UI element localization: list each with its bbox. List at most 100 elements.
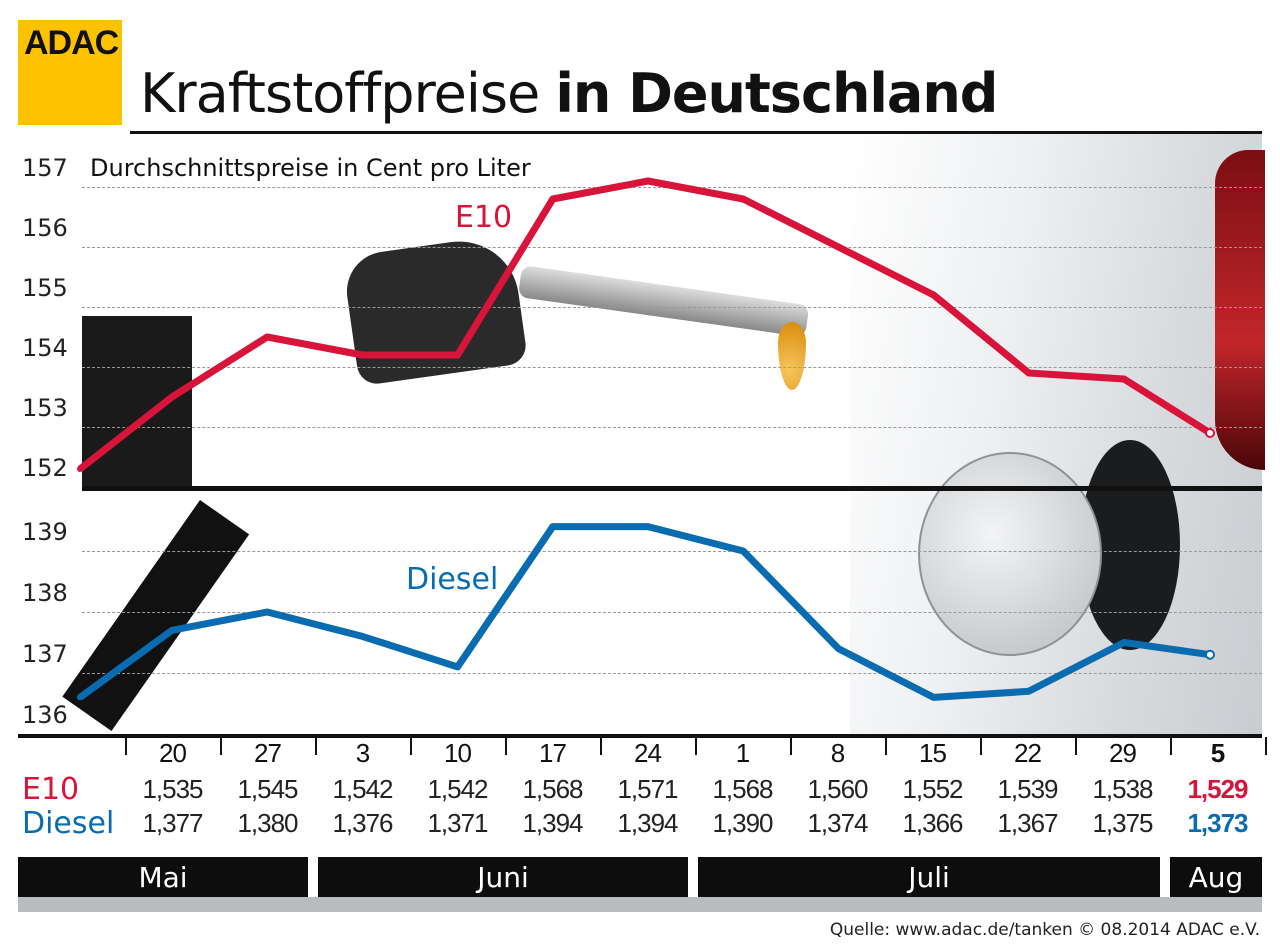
diesel-point bbox=[264, 609, 271, 615]
column-divider bbox=[410, 737, 412, 755]
chart-subtitle: Durchschnittspreise in Cent pro Liter bbox=[90, 154, 531, 182]
gridline bbox=[82, 551, 1262, 552]
series-label-diesel: Diesel bbox=[406, 562, 499, 597]
column-divider bbox=[220, 737, 222, 755]
x-tick-label: 29 bbox=[1109, 738, 1137, 768]
e10-price-cell: 1,542 bbox=[427, 774, 488, 804]
x-tick-label: 22 bbox=[1014, 738, 1042, 768]
gridline bbox=[82, 612, 1262, 613]
x-tick-label: 10 bbox=[444, 738, 472, 768]
e10-point bbox=[169, 394, 175, 400]
e10-price-cell: 1,542 bbox=[332, 774, 393, 804]
e10-price-cell: 1,545 bbox=[237, 774, 298, 804]
y-tick-label: 157 bbox=[22, 154, 68, 182]
e10-point bbox=[740, 196, 747, 202]
axis-break-line bbox=[82, 486, 1262, 491]
title-rule bbox=[130, 131, 1262, 134]
diesel-price-cell: 1,390 bbox=[712, 808, 773, 838]
column-divider bbox=[600, 737, 602, 755]
title-bold: in Deutschland bbox=[555, 62, 998, 125]
adac-logo: ADAC bbox=[18, 20, 122, 125]
x-tick-label: 1 bbox=[735, 738, 750, 768]
gridline bbox=[82, 673, 1262, 674]
x-tick-label: 3 bbox=[355, 738, 370, 768]
y-tick-label: 154 bbox=[22, 334, 68, 362]
column-divider bbox=[315, 737, 317, 755]
diesel-point bbox=[1205, 649, 1215, 660]
diesel-line bbox=[77, 523, 1211, 701]
diesel-price-cell: 1,366 bbox=[902, 808, 963, 838]
e10-price-cell: 1,539 bbox=[997, 774, 1058, 804]
e10-price-cell: 1,538 bbox=[1092, 774, 1153, 804]
e10-line bbox=[77, 177, 1212, 472]
e10-point bbox=[454, 352, 461, 358]
y-tick-label: 136 bbox=[22, 701, 68, 729]
diesel-point bbox=[77, 694, 83, 701]
y-tick-label: 152 bbox=[22, 454, 68, 482]
diesel-point bbox=[454, 663, 461, 670]
diesel-price-cell: 1,374 bbox=[807, 808, 868, 838]
diesel-point bbox=[1025, 688, 1032, 695]
e10-point bbox=[835, 244, 842, 250]
column-divider bbox=[1265, 737, 1267, 755]
e10-price-cell: 1,535 bbox=[142, 774, 203, 804]
diesel-price-cell: 1,376 bbox=[332, 808, 393, 838]
e10-point bbox=[645, 178, 651, 184]
gridline bbox=[82, 307, 1262, 308]
source-credit: Quelle: www.adac.de/tanken © 08.2014 ADA… bbox=[829, 920, 1260, 940]
e10-price-cell: 1,529 bbox=[1187, 774, 1248, 804]
diesel-point bbox=[169, 627, 175, 634]
diesel-point bbox=[645, 523, 651, 530]
gridline bbox=[82, 427, 1262, 428]
x-tick-label: 8 bbox=[830, 738, 845, 768]
diesel-price-cell: 1,377 bbox=[142, 808, 203, 838]
month-mai: Mai bbox=[18, 857, 308, 897]
e10-price-cell: 1,560 bbox=[807, 774, 868, 804]
gridline bbox=[82, 247, 1262, 248]
column-divider bbox=[790, 737, 792, 755]
column-divider bbox=[125, 737, 127, 755]
diesel-price-cell: 1,394 bbox=[617, 808, 678, 838]
car-taillight-image bbox=[1215, 150, 1265, 470]
e10-point bbox=[1121, 376, 1127, 382]
column-divider bbox=[1170, 737, 1172, 755]
y-tick-label: 137 bbox=[22, 640, 68, 668]
row-label-e10: E10 bbox=[22, 772, 80, 807]
e10-point bbox=[359, 352, 366, 358]
column-divider bbox=[505, 737, 507, 755]
y-tick-label: 156 bbox=[22, 214, 68, 242]
e10-price-cell: 1,552 bbox=[902, 774, 963, 804]
e10-point bbox=[264, 334, 271, 340]
x-axis-line bbox=[18, 734, 1262, 738]
y-tick-label: 139 bbox=[22, 518, 68, 546]
gridline bbox=[82, 367, 1262, 368]
e10-price-cell: 1,568 bbox=[522, 774, 583, 804]
x-tick-label: 20 bbox=[159, 738, 187, 768]
page-title: Kraftstoffpreise in Deutschland bbox=[140, 62, 998, 125]
x-tick-label: 15 bbox=[919, 738, 947, 768]
diesel-point bbox=[740, 548, 747, 554]
row-label-diesel: Diesel bbox=[22, 806, 115, 841]
diesel-point bbox=[835, 645, 842, 652]
diesel-price-cell: 1,380 bbox=[237, 808, 298, 838]
e10-price-cell: 1,571 bbox=[617, 774, 678, 804]
x-tick-label: 27 bbox=[254, 738, 282, 768]
e10-point bbox=[549, 196, 556, 202]
column-divider bbox=[695, 737, 697, 755]
diesel-price-cell: 1,367 bbox=[997, 808, 1058, 838]
e10-price-cell: 1,568 bbox=[712, 774, 773, 804]
e10-point bbox=[77, 466, 83, 472]
diesel-price-cell: 1,371 bbox=[427, 808, 488, 838]
diesel-point bbox=[1121, 639, 1127, 646]
x-tick-label: 5 bbox=[1210, 738, 1225, 768]
x-tick-label: 17 bbox=[539, 738, 567, 768]
logo-text: ADAC bbox=[24, 24, 119, 62]
column-divider bbox=[885, 737, 887, 755]
month-aug: Aug bbox=[1170, 857, 1262, 897]
series-label-e10: E10 bbox=[455, 200, 513, 235]
column-divider bbox=[1075, 737, 1077, 755]
footer-bar bbox=[18, 897, 1262, 912]
e10-point bbox=[1205, 428, 1215, 438]
